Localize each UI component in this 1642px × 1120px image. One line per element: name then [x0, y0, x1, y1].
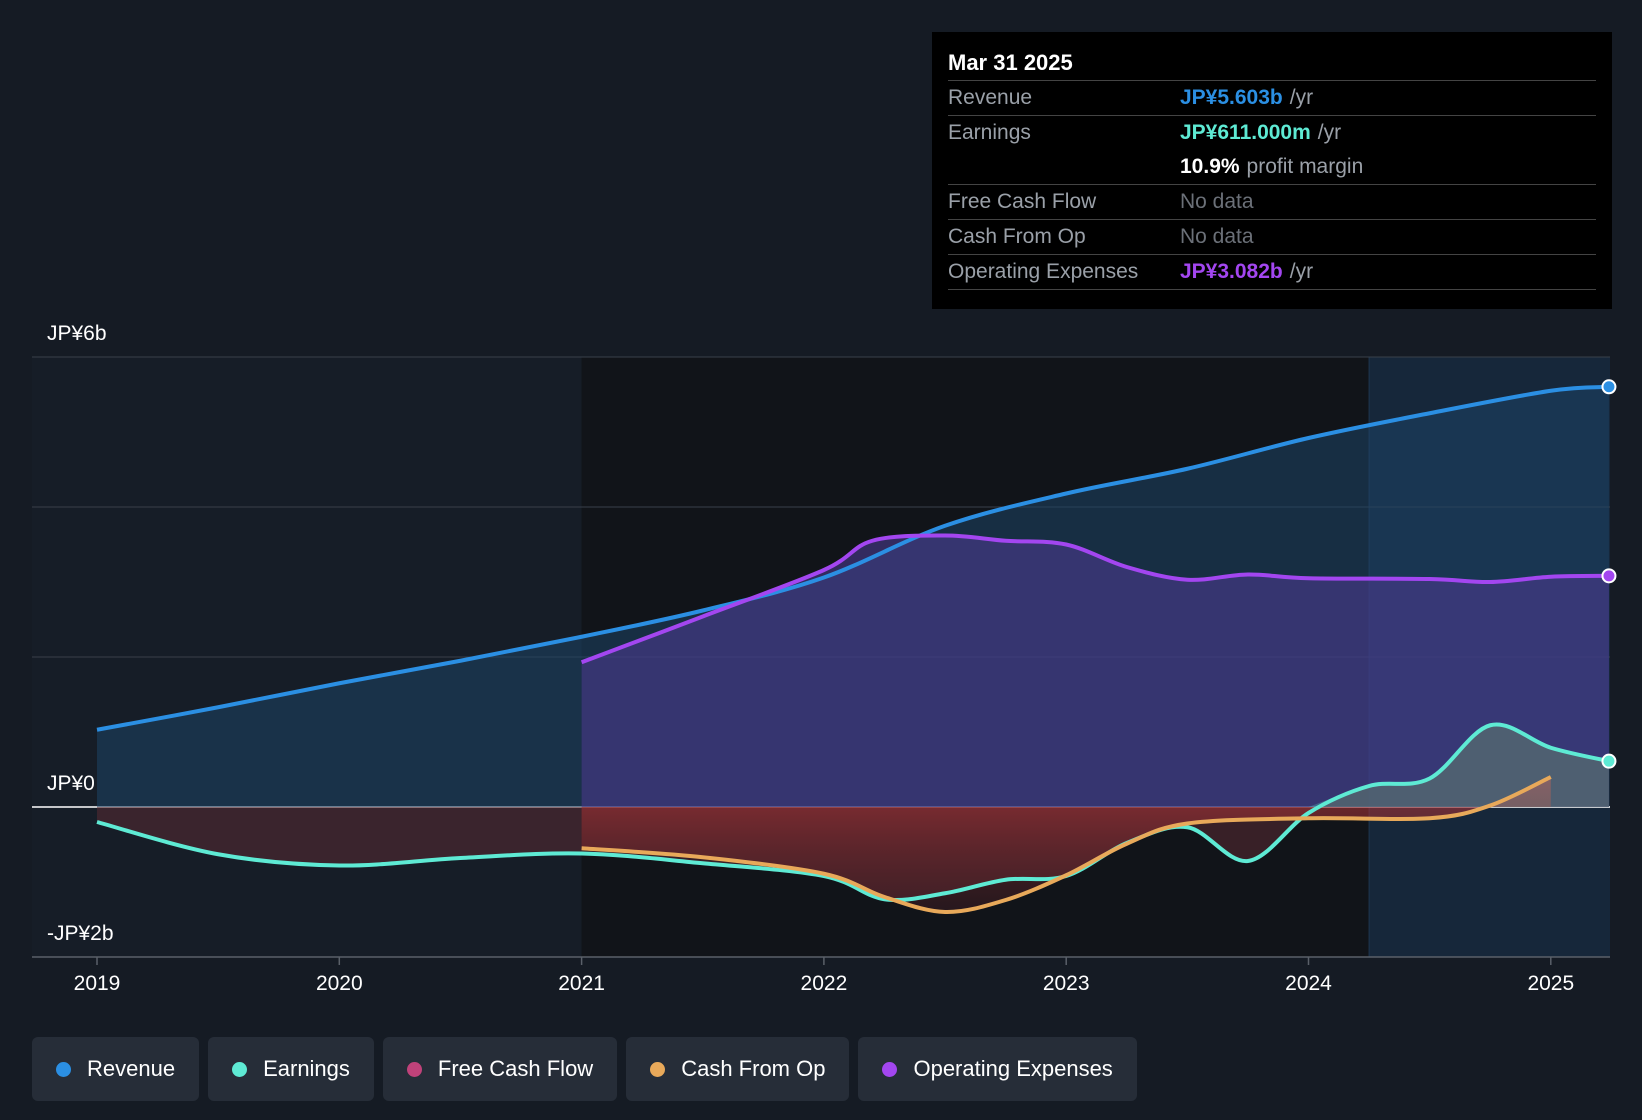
y-label-top: JP¥6b	[47, 322, 107, 345]
operating-expenses-line	[580, 533, 1609, 665]
x-tick-label: 2024	[1285, 972, 1332, 995]
legend-item-cash-from-op[interactable]: Cash From Op	[626, 1037, 850, 1101]
legend-dot-icon	[56, 1061, 71, 1077]
tooltip-value: No data	[1180, 190, 1254, 213]
legend-dot-icon	[650, 1061, 666, 1077]
operating-expenses-area	[581, 535, 1609, 807]
tooltip-label: Free Cash Flow	[948, 190, 1097, 213]
legend-label: Earnings	[263, 1056, 350, 1081]
tooltip-unit: profit margin	[1246, 155, 1364, 178]
tooltip-value: 10.9%	[1180, 155, 1240, 178]
x-tick-label: 2019	[74, 972, 121, 995]
tooltip-unit: /yr	[1289, 260, 1314, 283]
x-tick-label: 2023	[1043, 972, 1090, 995]
tooltip-value: JP¥611.000m	[1180, 121, 1311, 144]
tooltip-row-earnings: Earnings JP¥611.000m /yr	[948, 116, 1596, 150]
legend-item-operating-expenses[interactable]: Operating Expenses	[858, 1037, 1137, 1101]
legend-item-free-cash-flow[interactable]: Free Cash Flow	[382, 1037, 618, 1101]
x-tick-label: 2022	[801, 972, 848, 995]
legend-item-earnings[interactable]: Earnings	[208, 1037, 374, 1101]
tooltip-unit: /yr	[1317, 121, 1342, 144]
operating-expenses-end-point	[1601, 568, 1617, 584]
tooltip-row-revenue: Revenue JP¥5.603b /yr	[948, 81, 1596, 116]
earnings-end-point	[1601, 753, 1617, 769]
tooltip-value: JP¥3.082b	[1180, 260, 1283, 283]
tooltip-row-free-cash-flow: Free Cash Flow No data	[948, 185, 1596, 220]
tooltip-label: Earnings	[948, 121, 1031, 144]
cash-from-op-line	[581, 775, 1552, 915]
legend: Revenue Earnings Free Cash Flow Cash Fro…	[32, 1037, 1146, 1101]
revenue-end-point	[1601, 379, 1617, 395]
legend-dot-icon	[882, 1061, 898, 1077]
x-tick-label: 2020	[316, 972, 363, 995]
tooltip-label: Cash From Op	[948, 225, 1086, 248]
legend-item-revenue[interactable]: Revenue	[32, 1037, 200, 1101]
tooltip-value: No data	[1180, 225, 1254, 248]
tooltip-value: JP¥5.603b	[1180, 86, 1283, 109]
tooltip-label	[948, 150, 1180, 184]
x-tick-label: 2021	[558, 972, 605, 995]
x-tick-label: 2025	[1527, 972, 1574, 995]
tooltip-row-cash-from-op: Cash From Op No data	[948, 220, 1596, 255]
tooltip-row-profit-margin: 10.9% profit margin	[948, 150, 1596, 185]
tooltip-panel: Mar 31 2025 Revenue JP¥5.603b /yr Earnin…	[932, 32, 1612, 309]
legend-label: Revenue	[87, 1056, 176, 1081]
tooltip-label: Revenue	[948, 86, 1033, 109]
y-label-bottom: -JP¥2b	[47, 922, 114, 945]
legend-label: Free Cash Flow	[437, 1056, 594, 1081]
legend-dot-icon	[232, 1061, 248, 1077]
y-label-zero: JP¥0	[47, 772, 95, 795]
earnings-line	[96, 722, 1610, 902]
tooltip-label: Operating Expenses	[948, 260, 1139, 283]
legend-dot-icon	[406, 1061, 422, 1077]
tooltip-unit: /yr	[1289, 86, 1314, 109]
tooltip-row-operating-expenses: Operating Expenses JP¥3.082b /yr	[948, 255, 1596, 290]
legend-label: Cash From Op	[681, 1056, 826, 1081]
tooltip-date: Mar 31 2025	[948, 46, 1596, 81]
revenue-line	[96, 384, 1610, 732]
legend-label: Operating Expenses	[913, 1056, 1113, 1081]
